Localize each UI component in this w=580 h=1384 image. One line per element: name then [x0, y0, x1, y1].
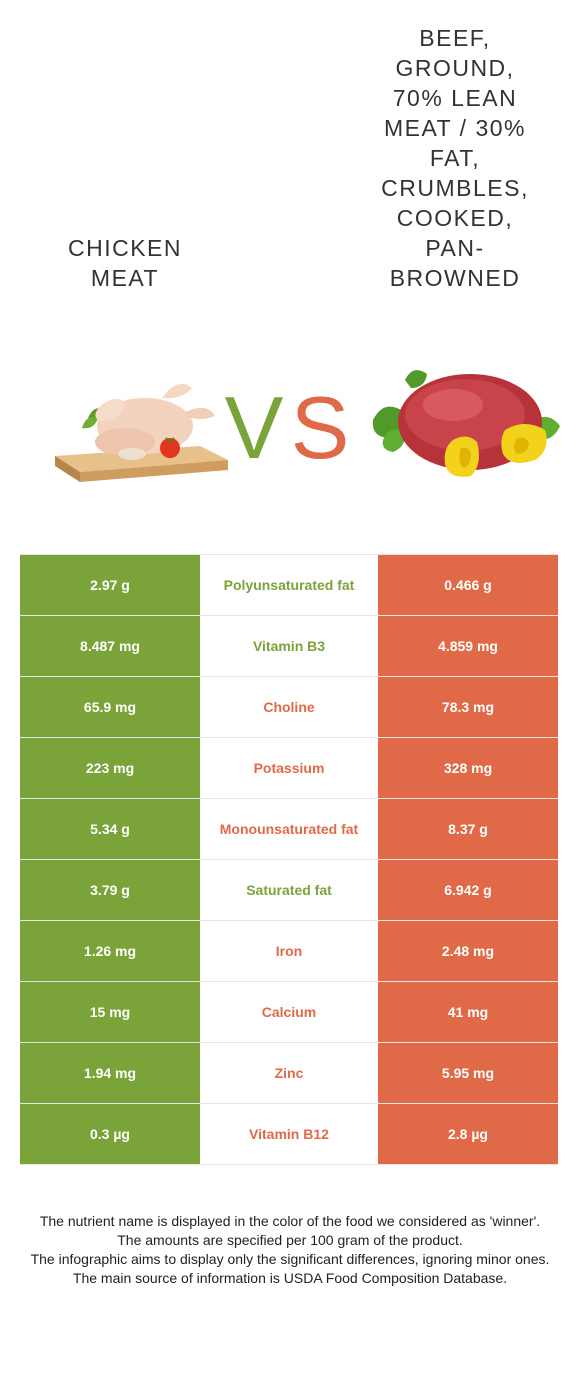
left-value: 3.79 g	[20, 860, 200, 920]
table-row: 223 mg Potassium 328 mg	[20, 738, 558, 799]
vs-s-letter: S	[291, 378, 350, 468]
left-value: 0.3 µg	[20, 1104, 200, 1164]
right-value: 41 mg	[378, 982, 558, 1042]
left-title-line: Chicken	[67, 235, 182, 261]
left-value: 1.94 mg	[20, 1043, 200, 1103]
left-value: 65.9 mg	[20, 677, 200, 737]
right-title-line: browned	[389, 265, 521, 291]
right-value: 6.942 g	[378, 860, 558, 920]
nutrient-name: Choline	[200, 677, 378, 737]
comparison-table: 2.97 g Polyunsaturated fat 0.466 g 8.487 mg…	[20, 554, 558, 1165]
right-value: 2.8 µg	[378, 1104, 558, 1164]
nutrient-name: Vitamin B3	[200, 616, 378, 676]
right-value: 0.466 g	[378, 555, 558, 615]
chicken-on-board-image	[55, 383, 228, 482]
right-title-line: meat / 30%	[384, 115, 526, 141]
nutrient-name: Vitamin B12	[200, 1104, 378, 1164]
right-value: 5.95 mg	[378, 1043, 558, 1103]
table-row: 1.26 mg Iron 2.48 mg	[20, 921, 558, 982]
note-line: The amounts are specified per 100 gram o…	[117, 1232, 463, 1248]
left-value: 15 mg	[20, 982, 200, 1042]
nutrient-name: Monounsaturated fat	[200, 799, 378, 859]
right-title-line: cooked,	[396, 205, 514, 231]
note-line: The infographic aims to display only the…	[30, 1251, 550, 1267]
ground-beef-with-peppers-image	[372, 370, 560, 477]
note-line: The nutrient name is displayed in the co…	[39, 1213, 541, 1229]
left-value: 223 mg	[20, 738, 200, 798]
right-value: 328 mg	[378, 738, 558, 798]
right-value: 2.48 mg	[378, 921, 558, 981]
right-title-line: pan-	[425, 235, 485, 261]
nutrient-name: Potassium	[200, 738, 378, 798]
right-value: 4.859 mg	[378, 616, 558, 676]
right-title-line: ground,	[395, 55, 515, 81]
nutrient-name: Saturated fat	[200, 860, 378, 920]
vs-v-letter: V	[225, 378, 284, 468]
right-food-title: Beef, ground, 70% lean meat / 30% fat, crumbl…	[370, 23, 540, 293]
left-value: 1.26 mg	[20, 921, 200, 981]
left-food-title: Chicken meat	[30, 233, 220, 293]
right-value: 78.3 mg	[378, 677, 558, 737]
left-value: 2.97 g	[20, 555, 200, 615]
right-value: 8.37 g	[378, 799, 558, 859]
right-title-line: crumbles,	[381, 175, 529, 201]
left-value: 5.34 g	[20, 799, 200, 859]
table-row: 0.3 µg Vitamin B12 2.8 µg	[20, 1104, 558, 1165]
vs-label: V S	[225, 378, 350, 468]
footnotes: The nutrient name is displayed in the co…	[20, 1212, 560, 1288]
table-row: 15 mg Calcium 41 mg	[20, 982, 558, 1043]
note-line: The main source of information is USDA F…	[72, 1270, 508, 1286]
left-value: 8.487 mg	[20, 616, 200, 676]
nutrient-name: Iron	[200, 921, 378, 981]
table-row: 8.487 mg Vitamin B3 4.859 mg	[20, 616, 558, 677]
right-title-line: fat,	[429, 145, 481, 171]
nutrient-name: Polyunsaturated fat	[200, 555, 378, 615]
nutrient-name: Zinc	[200, 1043, 378, 1103]
table-row: 65.9 mg Choline 78.3 mg	[20, 677, 558, 738]
table-row: 5.34 g Monounsaturated fat 8.37 g	[20, 799, 558, 860]
left-title-line: meat	[90, 265, 160, 291]
right-title-line: 70% lean	[392, 85, 518, 111]
right-title-line: Beef,	[419, 25, 491, 51]
table-row: 1.94 mg Zinc 5.95 mg	[20, 1043, 558, 1104]
table-row: 2.97 g Polyunsaturated fat 0.466 g	[20, 554, 558, 616]
table-row: 3.79 g Saturated fat 6.942 g	[20, 860, 558, 921]
nutrient-name: Calcium	[200, 982, 378, 1042]
